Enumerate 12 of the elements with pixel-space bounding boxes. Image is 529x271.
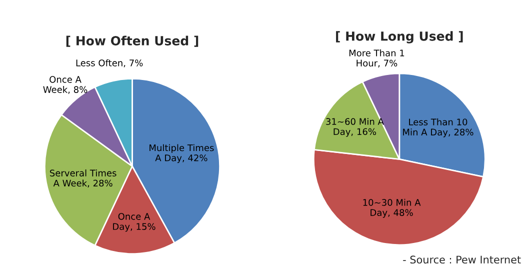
slice-label: Multiple Times A Day, 42% (150, 144, 214, 164)
slice-label: 31~60 Min A Day, 16% (326, 118, 384, 137)
text: - Source : Pew Internet (403, 256, 521, 264)
chart-title: [ How Often Used ] (66, 36, 198, 47)
slice-label: Less Often, 7% (76, 59, 143, 68)
slice-label: Once A Week, 8% (43, 76, 88, 94)
slice-label: 10~30 Min A Day, 48% (363, 198, 421, 218)
slice-label: Once A Day, 15% (113, 212, 156, 232)
slice-label: More Than 1 Hour, 7% (349, 49, 404, 68)
slice-label: Serveral Times A Week, 28% (50, 169, 116, 188)
chart-title: [ How Long Used ] (336, 31, 463, 44)
slice-label: Less Than 10 Min A Day, 28% (403, 118, 474, 138)
